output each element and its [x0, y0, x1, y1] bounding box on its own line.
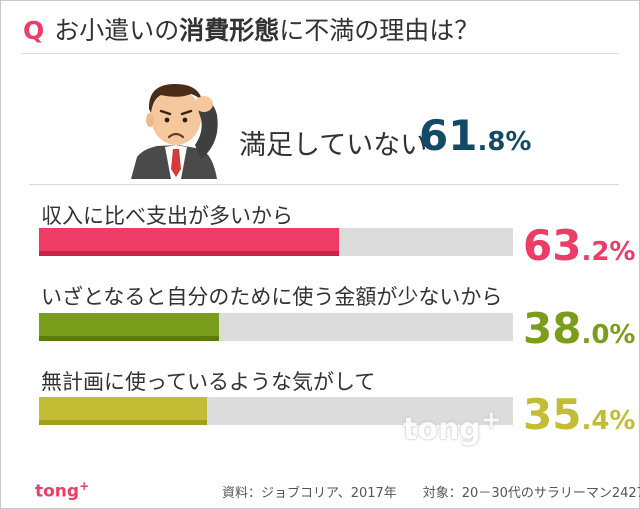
reason-label-2: いざとなると自分のために使う金額が少ないから	[41, 285, 503, 309]
section-divider	[29, 184, 619, 185]
source-note: 資料：ジョブコリア、2017年 対象：20－30代のサラリーマン2427人	[222, 486, 640, 501]
question-title: Q お小遣いの消費形態に不満の理由は？	[23, 11, 479, 47]
summary-label: 満足していない	[239, 130, 428, 161]
bar-track-2	[39, 313, 513, 341]
worried-businessman-icon	[131, 83, 218, 179]
bar-value-2: 38.0%	[523, 304, 636, 353]
title-prefix: お小遣いの	[54, 16, 180, 45]
bar-fill-2	[39, 313, 220, 341]
bar-value-1: 63.2%	[523, 221, 636, 270]
tong-watermark-logo: tong+	[403, 405, 502, 447]
tong-logo: tong+	[35, 479, 90, 502]
reason-label-3: 無計画に使っているような気がして	[41, 370, 376, 394]
bar-fill-3	[39, 397, 207, 425]
reason-label-1: 収入に比べ支出が多いから	[41, 204, 293, 228]
q-mark: Q	[23, 16, 45, 45]
bar-track-1	[39, 228, 513, 256]
bar-value-3: 35.4%	[523, 390, 636, 439]
title-bold: 消費形態	[179, 16, 280, 45]
bar-track-3	[39, 397, 513, 425]
summary-value: 61.8%	[419, 111, 532, 160]
bar-fill-1	[39, 228, 339, 256]
title-divider	[21, 53, 619, 54]
title-suffix: に不満の理由は？	[279, 16, 480, 45]
